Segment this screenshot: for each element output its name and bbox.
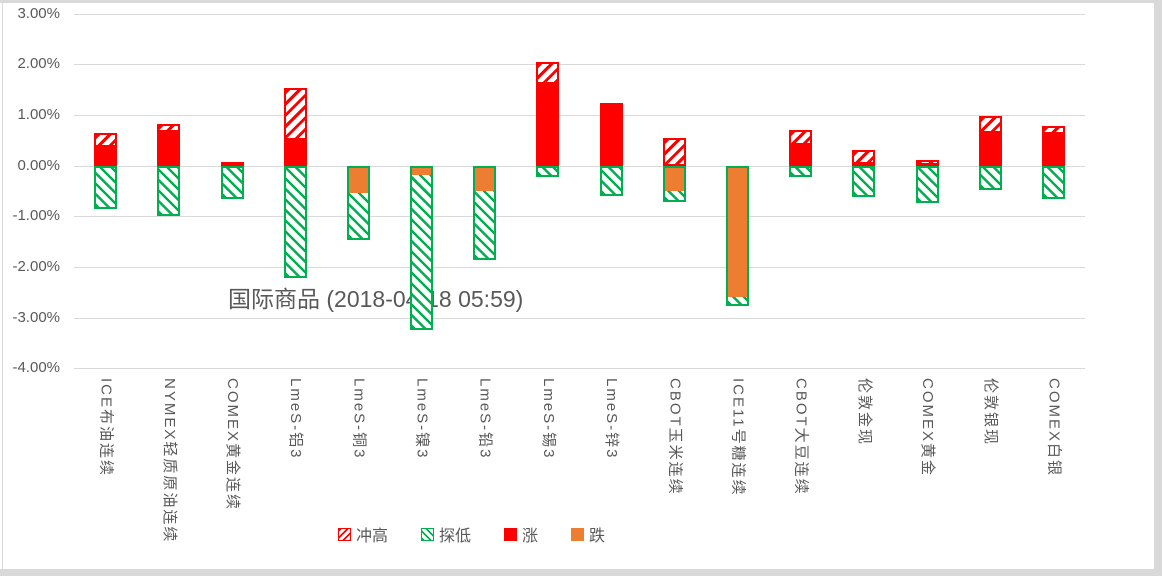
- bar-segment-rise: [915, 164, 939, 166]
- category-label: LmeS-铜3: [350, 378, 368, 460]
- y-axis-tick: 3.00%: [17, 4, 60, 22]
- category-label: CBOT玉米连续: [666, 378, 684, 496]
- category-label: LmeS-锌3: [603, 378, 621, 460]
- bar-segment-rise: [220, 162, 244, 166]
- gridline: [74, 267, 1085, 268]
- legend-swatch-hatch-green: [421, 527, 435, 541]
- y-axis-tick: 2.00%: [17, 55, 60, 73]
- window-edge-top: [0, 0, 1162, 3]
- bar-segment-rise: [94, 147, 118, 166]
- category-label: 伦敦银现: [982, 378, 1000, 447]
- window-edge-bottom[interactable]: [0, 569, 1162, 576]
- y-axis-tick: 1.00%: [17, 105, 60, 123]
- legend-label: 冲高: [356, 528, 389, 545]
- bar-segment-fall: [475, 167, 495, 191]
- category-label: ICE布油连续: [97, 378, 115, 478]
- legend-item[interactable]: 涨: [504, 522, 538, 546]
- bar-segment-probe-low: [410, 165, 433, 330]
- category-label: LmeS-铅3: [476, 378, 494, 460]
- category-label: NYMEX轻质原油连续: [160, 378, 178, 544]
- legend-item[interactable]: 跌: [571, 522, 605, 546]
- window-edge-right[interactable]: [1154, 0, 1162, 576]
- category-label: LmeS-铝3: [287, 378, 305, 460]
- bar-segment-surge-high: [283, 88, 307, 141]
- bar-segment-probe-low: [94, 165, 118, 209]
- x-axis: ICE布油连续 NYMEX轻质原油连续 COMEX黄金连续 LmeS-铝3 LmeS-铜…: [0, 378, 1162, 569]
- bar-segment-probe-low: [599, 165, 623, 196]
- legend-label: 涨: [522, 528, 539, 545]
- gridline: [74, 13, 1085, 15]
- bar-segment-fall: [664, 167, 684, 192]
- legend-label: 跌: [589, 528, 606, 545]
- bar-segment-probe-low: [852, 165, 876, 197]
- category-label: 伦敦金现: [855, 378, 873, 447]
- bar-segment-surge-high: [1041, 125, 1065, 134]
- y-axis-tick: -3.00%: [12, 308, 60, 326]
- bar-segment-surge-high: [852, 149, 876, 165]
- gridline: [74, 317, 1085, 319]
- gridline: [74, 165, 1085, 167]
- legend: 冲高 探低 涨 跌: [338, 522, 605, 546]
- bar-segment-rise: [283, 140, 307, 166]
- bar-segment-fall: [728, 167, 747, 297]
- bar-segment-surge-high: [94, 132, 118, 148]
- chart-title: 国际商品 (2018-04-18 05:59): [228, 286, 524, 312]
- bar-segment-probe-low: [726, 165, 749, 307]
- gridline: [74, 216, 1085, 218]
- bar-segment-probe-low: [1041, 165, 1065, 199]
- category-label: COMEX黄金连续: [224, 378, 241, 512]
- bar-segment-probe-low: [346, 165, 370, 240]
- y-axis-tick: -4.00%: [12, 359, 60, 377]
- bar-segment-rise: [157, 132, 181, 166]
- category-label: COMEX黄金: [919, 378, 936, 478]
- bar-segment-surge-high: [978, 116, 1002, 134]
- bar-segment-rise: [599, 105, 623, 166]
- bar-segment-probe-low: [473, 165, 497, 260]
- bar-segment-probe-low: [915, 165, 939, 203]
- bar-segment-surge-high: [157, 124, 181, 133]
- legend-swatch-hatch-red: [338, 527, 351, 541]
- bar-segment-probe-low: [789, 165, 813, 177]
- y-axis-tick: 0.00%: [17, 156, 60, 174]
- category-label: LmeS-锡3: [539, 378, 557, 460]
- category-label: ICE11号糖连续: [729, 378, 747, 497]
- legend-swatch-solid-red: [504, 527, 518, 541]
- category-label: CBOT大豆连续: [792, 378, 810, 496]
- legend-item[interactable]: 探低: [421, 522, 471, 546]
- bar-segment-rise: [1041, 133, 1065, 166]
- category-label: COMEX白银: [1045, 378, 1063, 478]
- window-edge-left: [2, 3, 3, 569]
- y-axis-tick: -2.00%: [12, 258, 60, 275]
- bar-segment-probe-low: [536, 165, 560, 177]
- bar-segment-surge-high: [915, 159, 939, 165]
- bar-segment-rise: [978, 133, 1002, 166]
- bar-segment-probe-low: [978, 165, 1002, 191]
- bar-segment-probe-low: [283, 165, 307, 279]
- bar-segment-probe-low: [662, 165, 686, 202]
- category-label: LmeS-镍3: [413, 378, 431, 460]
- legend-item[interactable]: 冲高: [338, 522, 388, 546]
- bar-segment-fall: [412, 167, 431, 175]
- bar-segment-rise: [852, 164, 876, 166]
- gridline: [74, 368, 1085, 370]
- bar-segment-surge-high: [662, 138, 686, 166]
- bar-segment-rise: [789, 144, 813, 166]
- bar-segment-rise: [536, 84, 560, 166]
- bar-segment-probe-low: [157, 165, 181, 217]
- bar-segment-fall: [348, 167, 368, 193]
- legend-label: 探低: [439, 528, 472, 545]
- gridline: [74, 64, 1085, 66]
- legend-swatch-solid-orange: [571, 527, 585, 541]
- gridline: [74, 114, 1085, 116]
- bar-segment-surge-high: [536, 62, 560, 84]
- bar-segment-probe-low: [220, 165, 244, 199]
- y-axis-tick: -1.00%: [12, 207, 60, 225]
- bar-segment-surge-high: [789, 129, 813, 145]
